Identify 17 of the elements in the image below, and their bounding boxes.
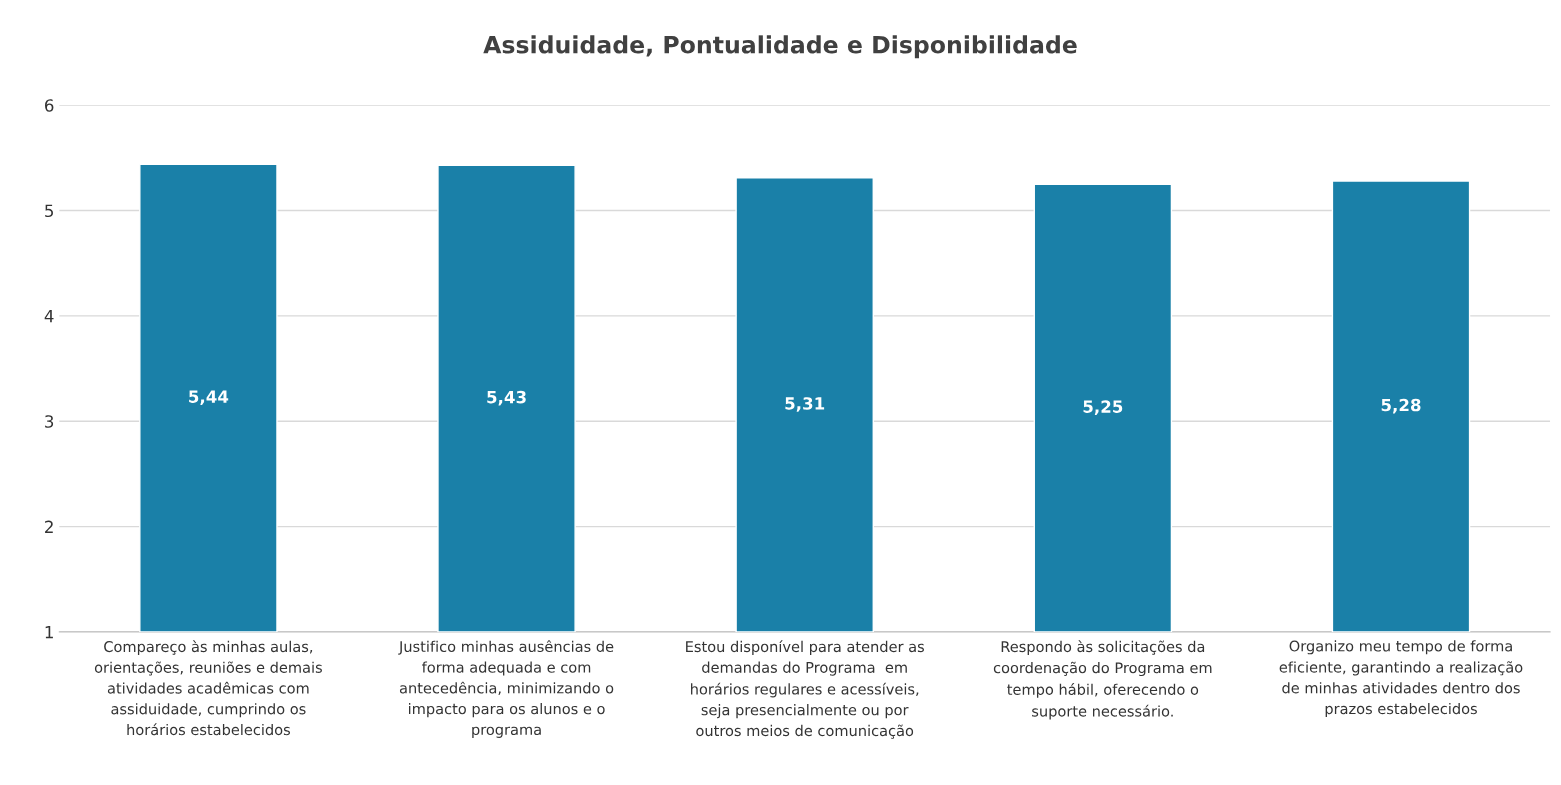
y-tick-label: 2	[45, 520, 53, 533]
y-tick-label: 1	[45, 626, 53, 639]
data-label: 5,31	[785, 397, 825, 412]
y-tick-label: 3	[45, 415, 54, 428]
x-tick-label: Justifico minhas ausências de forma adequada e com antecedência, minimizando o impacto para os alunos e o programa	[398, 640, 614, 738]
chart-title: Assiduidade, Pontualidade e Disponibilidade	[483, 35, 1077, 59]
x-tick-label: Respondo às solicitações da coordenação do Programa em tempo hábil, oferecendo o suporte necessário.	[993, 640, 1212, 720]
y-tick-label: 5	[45, 204, 53, 218]
x-tick-label: Estou disponível para atender as demandas do Programa em horários regulares e acessíveis, seja presencialmente ou por outros meios de comunicação	[686, 640, 924, 739]
data-label: 5,43	[487, 390, 526, 406]
data-label: 5,28	[1381, 398, 1421, 414]
x-tick-label: Organizo meu tempo de forma eficiente, garantindo a realização de minhas atividades dentro dos prazos estabelecidos	[1279, 640, 1523, 718]
data-label: 5,44	[189, 390, 229, 406]
y-tick-label: 4	[44, 310, 54, 323]
x-tick-label: Compareço às minhas aulas, orientações, reuniões e demais atividades acadêmicas com assiduidade, cumprindo os horários estabelecidos	[94, 640, 322, 736]
y-tick-label: 6	[45, 99, 54, 112]
data-label: 5,25	[1083, 400, 1123, 416]
